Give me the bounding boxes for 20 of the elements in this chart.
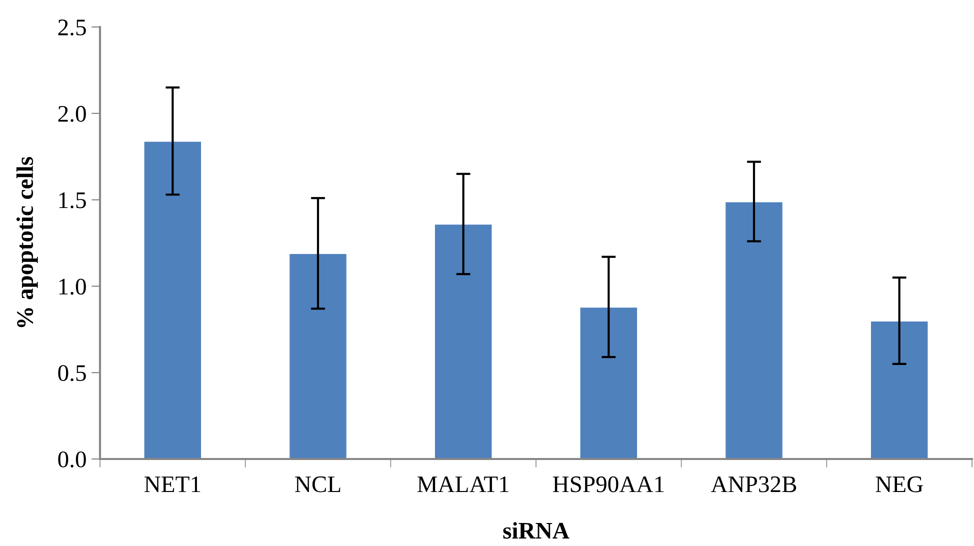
- x-tick-label: NCL: [295, 476, 340, 492]
- y-tick-label: 0.5: [58, 365, 86, 382]
- x-tick-label: HSP90AA1: [552, 476, 664, 492]
- x-tick-label: ANP32B: [710, 476, 796, 492]
- y-tick-label: 2.5: [58, 20, 86, 36]
- y-tick-label: 1.0: [59, 278, 86, 295]
- x-tick-label: MALAT1: [417, 476, 508, 492]
- bar: [870, 320, 930, 459]
- bar: [434, 223, 494, 459]
- y-axis-title: % apoptotic cells: [16, 157, 38, 328]
- y-tick-label: 2.0: [58, 106, 86, 122]
- bar: [578, 306, 638, 459]
- x-tick-label: NEG: [876, 476, 923, 492]
- bar: [288, 252, 348, 459]
- x-tick-label: NET1: [144, 476, 200, 492]
- x-axis-title: siRNA: [503, 522, 570, 539]
- y-tick-label: 0.0: [58, 451, 86, 468]
- bar: [142, 140, 202, 459]
- y-tick-label: 1.5: [59, 192, 86, 208]
- bar: [724, 200, 784, 459]
